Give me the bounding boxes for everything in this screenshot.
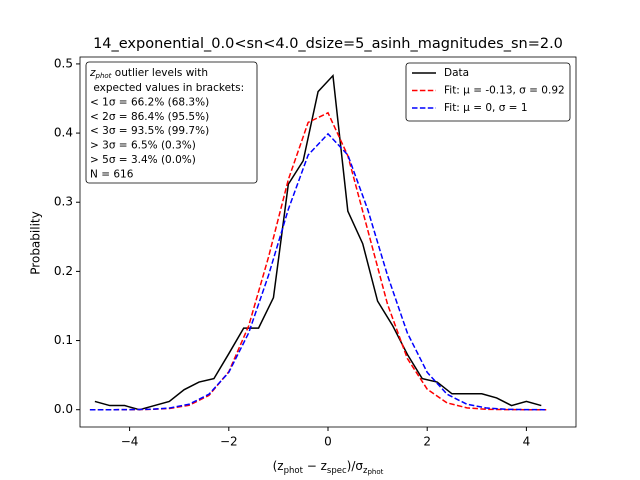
info-line: < 2σ = 86.4% (95.5%)	[90, 111, 209, 123]
series-line	[94, 73, 542, 411]
y-axis-label: Probability	[29, 211, 43, 274]
x-axis-label-part: )/σ	[347, 459, 364, 473]
x-axis-label-part: phot	[367, 468, 383, 476]
x-axis-label-part: spec	[327, 466, 347, 476]
chart-title: 14_exponential_0.0<sn<4.0_dsize=5_asinh_…	[93, 36, 563, 52]
y-tick-label: 0.1	[54, 333, 73, 347]
info-line: expected values in brackets:	[90, 82, 244, 94]
info-line: > 5σ = 3.4% (0.0%)	[90, 154, 196, 166]
x-tick-label: −4	[121, 435, 139, 449]
x-axis-label-part: − z	[303, 459, 327, 473]
legend-label: Data	[444, 67, 469, 79]
y-tick-label: 0.5	[54, 56, 73, 70]
x-axis-label-part: phot	[284, 466, 304, 476]
x-tick-label: 4	[523, 435, 531, 449]
legend-label: Fit: μ = 0, σ = 1	[444, 102, 528, 114]
legend-box	[405, 62, 571, 122]
x-axis-label: (zphot − zspec)/σzphot	[273, 459, 384, 477]
info-symbol: z	[89, 67, 96, 79]
info-line: < 1σ = 66.2% (68.3%)	[90, 96, 209, 108]
info-line: < 3σ = 93.5% (99.7%)	[90, 125, 209, 137]
info-first-line-rest: outlier levels with	[111, 67, 208, 79]
y-tick-label: 0.4	[54, 126, 73, 140]
x-tick-label: −2	[220, 435, 238, 449]
info-first-line: zphot outlier levels with	[89, 67, 208, 80]
plot-frame	[79, 56, 577, 428]
info-box	[85, 61, 258, 184]
legend-label: Fit: μ = -0.13, σ = 0.92	[444, 85, 565, 97]
series-line	[89, 132, 547, 411]
y-tick-label: 0.3	[54, 195, 73, 209]
info-line: N = 616	[90, 168, 134, 180]
x-axis-label-part: z	[363, 466, 368, 476]
x-tick-label: 0	[324, 435, 332, 449]
info-symbol-sub: phot	[95, 72, 112, 80]
info-line: > 3σ = 6.5% (0.3%)	[90, 140, 196, 152]
x-tick-label: 2	[423, 435, 431, 449]
x-axis-label-part: (z	[273, 459, 284, 473]
y-tick-label: 0.0	[54, 402, 73, 416]
y-tick-label: 0.2	[54, 264, 73, 278]
